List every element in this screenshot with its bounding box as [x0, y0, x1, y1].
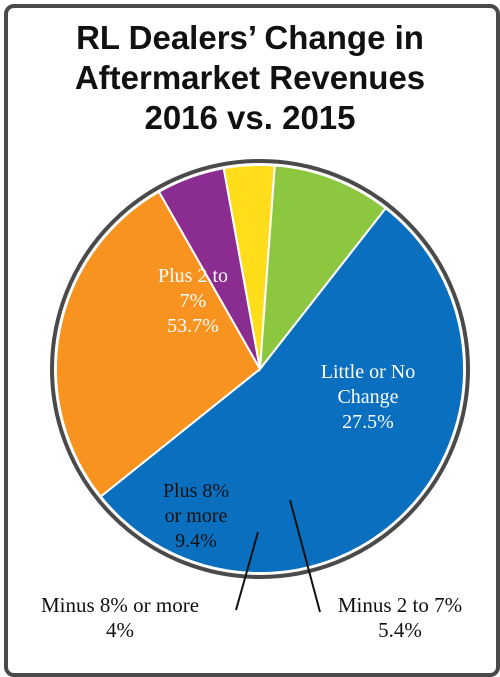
leader-line-minus-2-to-7 — [289, 499, 321, 613]
slice-label-little-or-no-change: Little or No Change 27.5% — [321, 361, 415, 433]
pie-slice-plus-8-or-more — [258, 164, 387, 373]
chart-title: RL Dealers’ Change in Aftermarket Revenu… — [0, 18, 500, 138]
title-line-2: Aftermarket Revenues — [74, 59, 426, 96]
slice-label-minus-8-or-more: Minus 8% or more 4% — [41, 593, 199, 642]
pie-slice-plus-2-to-7 — [99, 206, 465, 574]
leader-line-minus-8-or-more — [235, 531, 259, 611]
slice-label-plus-2-to-7: Plus 2 to 7% 53.7% — [158, 265, 228, 337]
title-line-1: RL Dealers’ Change in — [76, 19, 424, 56]
slice-label-plus-8-or-more: Plus 8% or more 9.4% — [163, 480, 229, 552]
pie-slice-little-or-no-change — [55, 190, 262, 498]
title-line-3: 2016 vs. 2015 — [144, 99, 356, 136]
slice-label-minus-2-to-7: Minus 2 to 7% 5.4% — [338, 593, 462, 642]
